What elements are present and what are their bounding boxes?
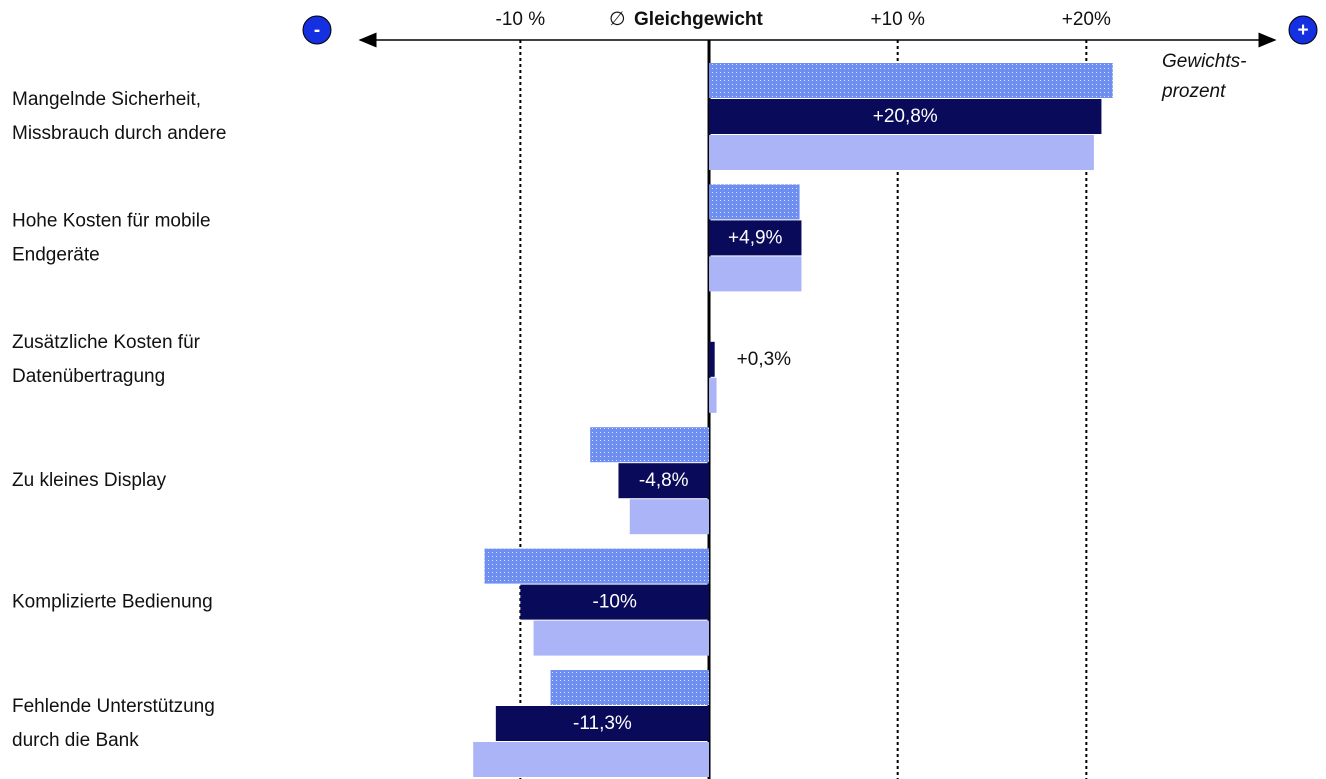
value-label: -11,3% bbox=[573, 713, 632, 734]
axis-label: Gewichts- bbox=[1162, 51, 1246, 72]
x-tick-label: Gleichgewicht bbox=[634, 9, 763, 30]
bar bbox=[709, 135, 1094, 170]
minus-icon bbox=[302, 15, 332, 45]
bar bbox=[520, 584, 710, 620]
x-tick-label: +10 % bbox=[870, 9, 925, 30]
category-label: Fehlende Unterstützung bbox=[12, 696, 215, 717]
bar bbox=[473, 742, 710, 777]
category-label: Komplizierte Bedienung bbox=[12, 592, 213, 613]
axis-label: prozent bbox=[1161, 81, 1226, 102]
value-label: +4,9% bbox=[728, 227, 783, 248]
bar bbox=[709, 256, 802, 292]
value-label: -10% bbox=[593, 592, 637, 613]
bar bbox=[618, 463, 710, 499]
bar bbox=[709, 99, 1102, 134]
bar bbox=[590, 427, 710, 463]
zero-symbol: ∅ bbox=[609, 9, 626, 30]
plus-icon-text: + bbox=[1297, 20, 1308, 41]
plus-icon bbox=[1288, 15, 1318, 45]
x-tick-label: -10 % bbox=[496, 9, 546, 30]
bar bbox=[709, 63, 1113, 98]
category-label: Datenübertragung bbox=[12, 366, 165, 387]
value-label: -4,8% bbox=[639, 470, 689, 491]
value-label: +20,8% bbox=[873, 106, 938, 127]
category-label: Hohe Kosten für mobile bbox=[12, 210, 211, 231]
category-label: durch die Bank bbox=[12, 730, 139, 751]
category-label: Zusätzliche Kosten für bbox=[12, 332, 201, 353]
x-tick-label: +20% bbox=[1062, 9, 1111, 30]
bar bbox=[550, 670, 710, 705]
bar bbox=[709, 184, 800, 220]
bar bbox=[495, 706, 710, 741]
minus-icon-text: - bbox=[314, 20, 320, 41]
category-label: Mangelnde Sicherheit, bbox=[12, 89, 201, 110]
bar bbox=[709, 220, 802, 256]
bar bbox=[629, 499, 710, 535]
category-label: Endgeräte bbox=[12, 244, 100, 265]
category-label: Zu kleines Display bbox=[12, 470, 167, 491]
bar bbox=[709, 341, 715, 377]
bar bbox=[484, 548, 710, 584]
bar bbox=[533, 620, 710, 656]
value-label: +0,3% bbox=[737, 349, 792, 370]
bar bbox=[709, 377, 717, 413]
category-label: Missbrauch durch andere bbox=[12, 123, 226, 144]
